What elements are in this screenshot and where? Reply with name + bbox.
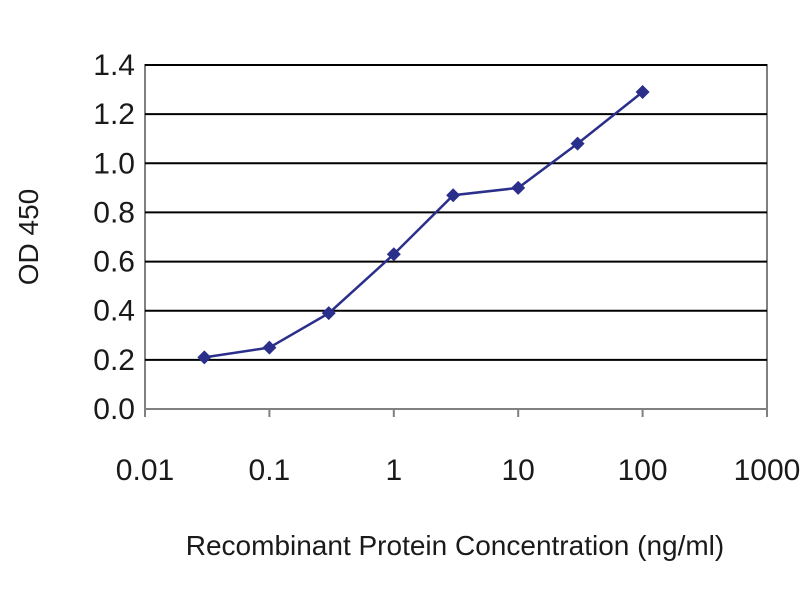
x-axis-tick-marks [144, 409, 768, 417]
x-tick-label: 10 [502, 454, 535, 487]
y-axis-title: OD 450 [13, 189, 44, 286]
data-point-marker [386, 247, 401, 262]
y-tick-label: 0.8 [93, 196, 135, 229]
plot-area [144, 64, 768, 410]
x-tick-label: 100 [618, 454, 668, 487]
x-tick-label: 1 [385, 454, 402, 487]
data-point-marker [262, 340, 277, 355]
y-tick-label: 0.6 [93, 246, 135, 279]
x-tick-label: 0.1 [249, 454, 291, 487]
series-layer [197, 85, 650, 365]
data-point-marker [446, 188, 461, 203]
y-tick-label: 0.0 [93, 393, 135, 426]
y-tick-label: 1.4 [93, 49, 135, 82]
y-tick-label: 1.0 [93, 147, 135, 180]
x-tick-label: 0.01 [116, 454, 174, 487]
data-point-marker [197, 350, 212, 365]
x-tick-label: 1000 [734, 454, 800, 487]
y-tick-label: 1.2 [93, 98, 135, 131]
data-point-marker [570, 136, 585, 151]
y-axis-tick-labels: 0.0 0.2 0.4 0.6 0.8 1.0 1.2 1.4 [93, 49, 135, 426]
x-axis-title: Recombinant Protein Concentration (ng/ml… [186, 530, 724, 561]
data-point-marker [321, 306, 336, 321]
x-axis-tick-labels: 0.01 0.1 1 10 100 1000 [116, 454, 800, 487]
y-tick-label: 0.2 [93, 344, 135, 377]
gridlines [145, 64, 767, 361]
data-point-marker [635, 85, 650, 100]
data-point-marker [511, 180, 526, 195]
y-tick-label: 0.4 [93, 295, 135, 328]
series-line [204, 91, 644, 359]
